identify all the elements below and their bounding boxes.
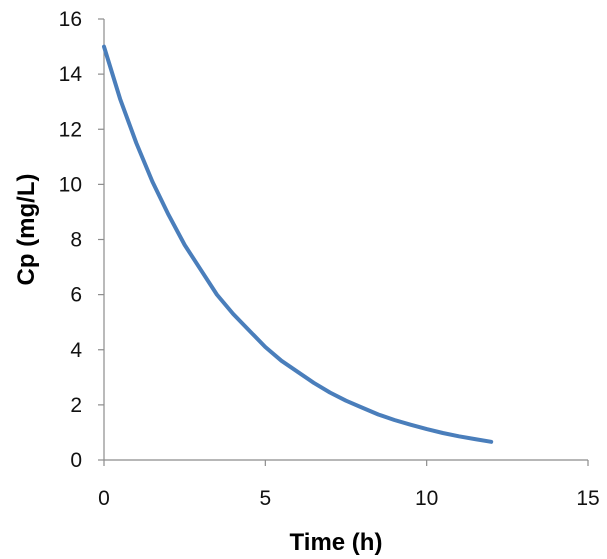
y-tick-label: 8: [70, 229, 82, 252]
y-tick-label: 4: [70, 339, 82, 362]
y-axis-title: Cp (mg/L): [13, 174, 40, 286]
y-tick-label: 2: [70, 394, 82, 417]
series-layer: [102, 44, 494, 444]
y-tick-label: 0: [70, 449, 82, 472]
x-axis-title: Time (h): [290, 529, 383, 556]
y-tick-label: 10: [59, 173, 82, 196]
x-tick-label: 5: [259, 487, 271, 510]
y-tick-label: 12: [59, 118, 82, 141]
y-tick-label: 16: [59, 8, 82, 31]
series-line: [102, 44, 494, 444]
axes: [98, 18, 589, 466]
x-tick-label: 10: [415, 487, 438, 510]
y-tick-label: 14: [59, 63, 83, 86]
x-tick-label: 15: [576, 487, 599, 510]
y-tick-label: 6: [70, 284, 82, 307]
tick-labels: 0 2 4 6 8 10 12 14 16 0 5 10 15: [59, 8, 600, 510]
x-tick-label: 0: [98, 487, 110, 510]
